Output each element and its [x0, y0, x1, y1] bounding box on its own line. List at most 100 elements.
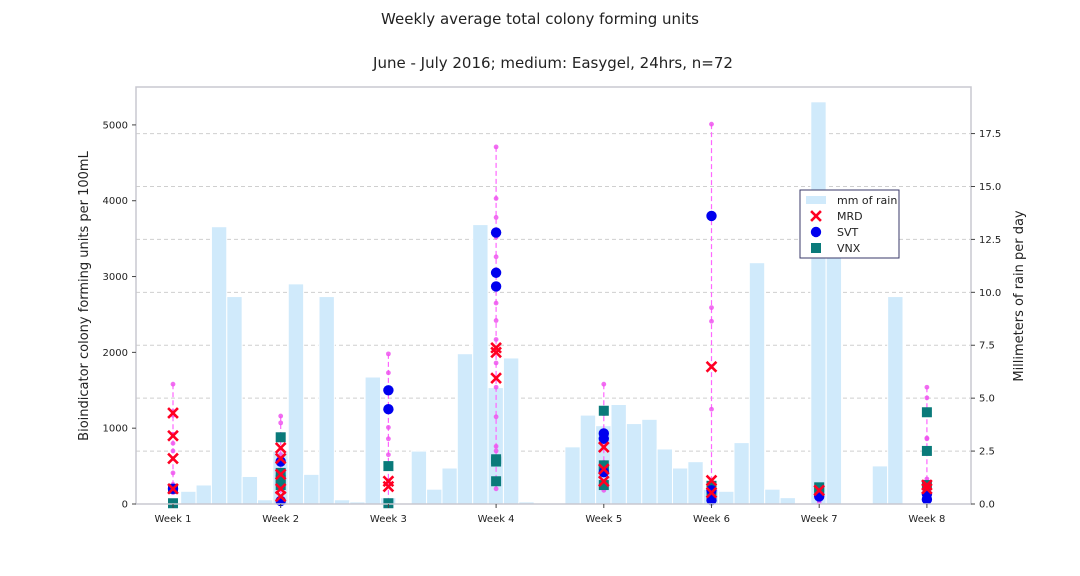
rain-bar — [764, 488, 781, 505]
marker-vnx — [168, 498, 178, 509]
marker-vnx — [491, 476, 502, 487]
y-tick-label: 1000 — [103, 424, 128, 435]
y2-tick-label: 2.5 — [979, 447, 995, 458]
legend-label: SVT — [837, 226, 859, 239]
range-point — [924, 395, 930, 401]
range-point — [493, 360, 499, 366]
rain-bar — [195, 484, 212, 505]
x-stroke — [167, 452, 179, 465]
rain-bar — [364, 376, 381, 505]
rain-bar — [671, 467, 689, 505]
marker-svt — [706, 485, 717, 496]
legend-marker-mrd — [810, 210, 822, 222]
marker-vnx — [921, 445, 932, 456]
range-point — [170, 470, 176, 476]
rain-bar — [718, 490, 735, 505]
marker-mrd — [274, 442, 287, 454]
x-stroke — [597, 463, 610, 475]
marker-svt — [490, 267, 502, 278]
range-point — [170, 440, 176, 446]
marker-svt — [383, 404, 394, 415]
range-point — [493, 414, 499, 420]
rain-bar — [748, 262, 766, 505]
marker-mrd — [167, 407, 179, 419]
range-point — [386, 351, 391, 357]
legend: mm of rain MRD SVT VNX — [799, 189, 900, 259]
range-point — [924, 436, 930, 442]
marker-mrd — [490, 372, 502, 384]
rain-bar — [303, 473, 320, 505]
marker-vnx — [491, 456, 502, 467]
range-point — [386, 425, 391, 430]
x-tick-label: Week 3 — [370, 514, 407, 525]
marker-mrd — [597, 475, 610, 488]
legend-label: mm of rain — [837, 194, 897, 207]
marker-vnx — [383, 498, 394, 509]
range-point — [709, 121, 714, 127]
marker-mrd — [167, 429, 179, 442]
plot-frame — [135, 86, 972, 505]
marker-svt — [921, 494, 933, 505]
marker-vnx — [275, 432, 286, 443]
rain-bar — [871, 465, 889, 505]
y-tick-label: 3000 — [103, 272, 128, 283]
y2-tick-label: 5.0 — [979, 394, 995, 405]
marker-svt — [490, 227, 502, 238]
x-tick-label: Week 8 — [908, 514, 945, 525]
x-stroke — [274, 442, 287, 454]
range-point — [493, 144, 499, 150]
rain-bar — [287, 283, 305, 505]
range-point — [493, 254, 499, 260]
rain-bar — [625, 423, 643, 505]
marker-svt — [598, 433, 609, 444]
x-stroke — [167, 429, 179, 442]
legend-marker-mm-of-rain — [806, 196, 826, 204]
y-tick-label: 0 — [122, 500, 128, 511]
axes: 0 1000 2000 3000 4000 5000 0.0 2.5 5.0 7.5 10.0 12.… — [103, 120, 1002, 525]
rain-bar — [641, 418, 658, 505]
range-point — [493, 448, 499, 454]
range-point — [601, 381, 607, 387]
rain-bar — [241, 475, 259, 505]
marker-svt — [706, 210, 717, 222]
legend-label: MRD — [837, 210, 863, 223]
x-stroke — [921, 482, 933, 495]
rain-bar — [564, 446, 581, 505]
range-point — [278, 420, 284, 426]
marker-svt — [706, 495, 717, 506]
range-point — [386, 452, 391, 458]
rain-bar — [779, 497, 796, 505]
marker-mrd — [705, 486, 718, 499]
range-point — [493, 384, 499, 390]
rain-bar — [502, 357, 520, 505]
range-point — [386, 436, 391, 442]
series-markers — [167, 210, 933, 509]
rain-bar — [456, 353, 474, 505]
rain-bar — [318, 296, 335, 505]
marker-vnx — [598, 480, 609, 491]
marker-mrd — [274, 490, 287, 503]
x-stroke — [274, 490, 287, 503]
x-stroke — [167, 482, 179, 495]
rain-bar — [579, 414, 597, 505]
range-point — [709, 318, 714, 324]
x-stroke — [167, 407, 179, 419]
range-point — [493, 215, 499, 220]
rain-bar — [810, 101, 827, 505]
y2-tick-label: 10.0 — [979, 288, 1001, 299]
range-point — [493, 318, 499, 323]
range-point — [493, 196, 499, 201]
y-tick-label: 2000 — [103, 348, 128, 359]
range-point — [924, 384, 930, 390]
rain-bar — [180, 490, 197, 505]
x-stroke — [705, 486, 718, 499]
x-tick-label: Week 7 — [801, 514, 838, 525]
rain-bar — [210, 226, 228, 505]
y2-tick-label: 12.5 — [979, 235, 1001, 246]
rain-bar — [441, 467, 458, 505]
grid-lines — [136, 133, 971, 452]
y-tick-label: 5000 — [103, 120, 128, 131]
marker-mrd — [597, 463, 610, 475]
marker-mrd — [274, 482, 287, 495]
y-tick-label: 4000 — [103, 196, 128, 207]
